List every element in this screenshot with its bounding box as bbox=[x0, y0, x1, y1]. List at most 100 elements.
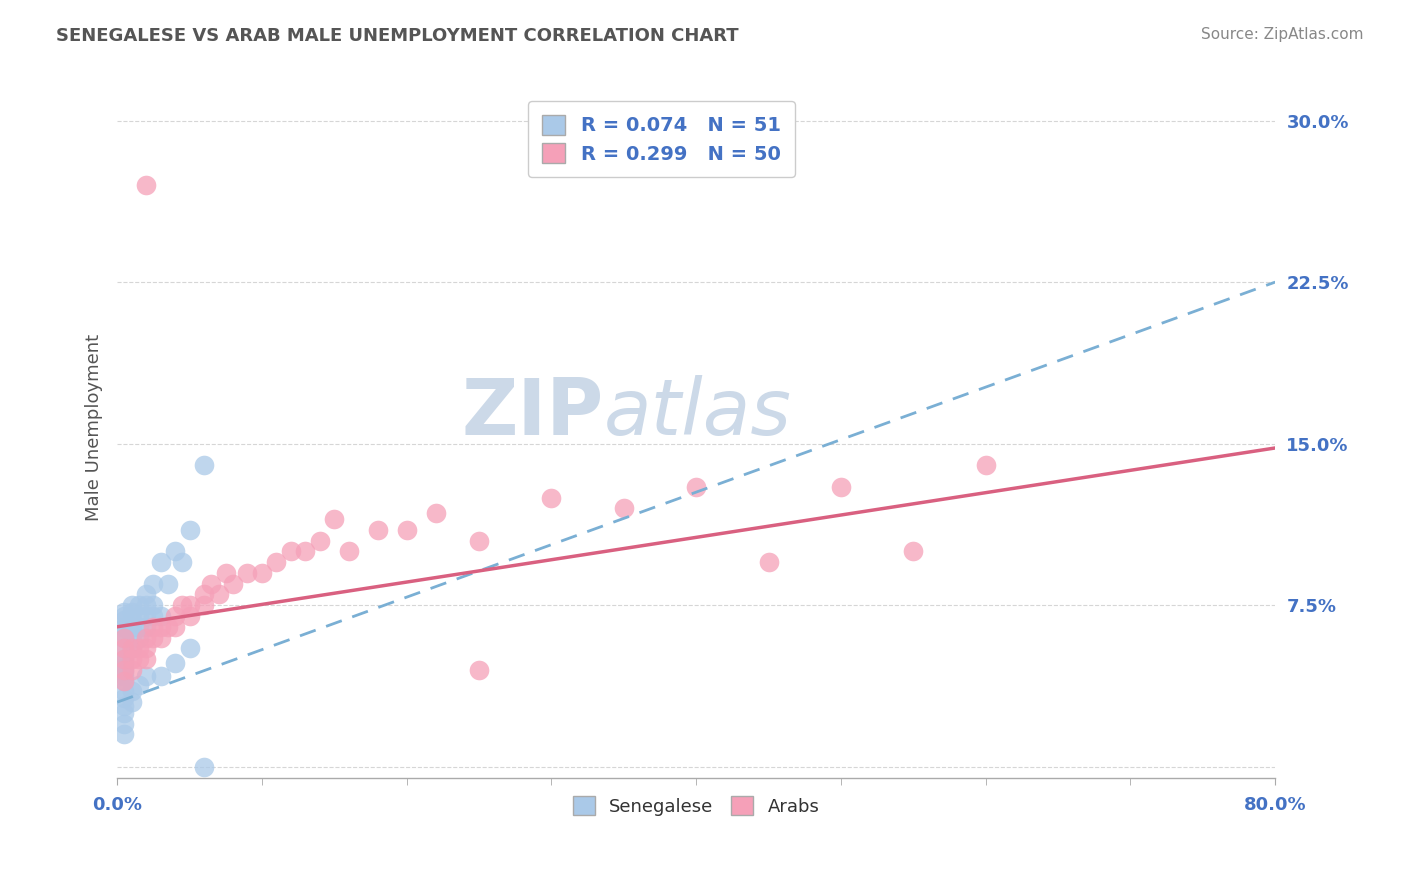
Point bbox=[128, 620, 150, 634]
Point bbox=[112, 690, 135, 705]
Point bbox=[112, 699, 135, 714]
Point bbox=[112, 652, 135, 666]
Point bbox=[112, 631, 135, 645]
Point bbox=[236, 566, 259, 580]
Point bbox=[121, 605, 143, 619]
Point bbox=[121, 695, 143, 709]
Point bbox=[121, 641, 143, 656]
Point bbox=[903, 544, 925, 558]
Point bbox=[193, 760, 215, 774]
Point bbox=[112, 613, 135, 627]
Point bbox=[280, 544, 302, 558]
Point bbox=[121, 684, 143, 698]
Point bbox=[165, 609, 187, 624]
Point bbox=[367, 523, 389, 537]
Point bbox=[266, 555, 288, 569]
Point bbox=[121, 652, 143, 666]
Point bbox=[121, 631, 143, 645]
Point bbox=[112, 626, 135, 640]
Point bbox=[200, 576, 222, 591]
Point bbox=[308, 533, 330, 548]
Point bbox=[112, 684, 135, 698]
Text: Source: ZipAtlas.com: Source: ZipAtlas.com bbox=[1201, 27, 1364, 42]
Point bbox=[112, 652, 135, 666]
Point bbox=[121, 599, 143, 613]
Point bbox=[468, 663, 491, 677]
Point bbox=[758, 555, 780, 569]
Point bbox=[112, 665, 135, 679]
Point bbox=[179, 599, 201, 613]
Point bbox=[149, 609, 172, 624]
Point bbox=[250, 566, 273, 580]
Point bbox=[121, 620, 143, 634]
Point bbox=[425, 506, 447, 520]
Point bbox=[193, 458, 215, 473]
Point bbox=[323, 512, 346, 526]
Point bbox=[172, 599, 194, 613]
Point bbox=[294, 544, 316, 558]
Point bbox=[215, 566, 238, 580]
Text: ZIP: ZIP bbox=[461, 376, 603, 451]
Point bbox=[128, 631, 150, 645]
Text: atlas: atlas bbox=[603, 376, 792, 451]
Point bbox=[179, 641, 201, 656]
Point bbox=[613, 501, 636, 516]
Point bbox=[112, 706, 135, 720]
Point bbox=[112, 727, 135, 741]
Point bbox=[112, 605, 135, 619]
Point bbox=[112, 641, 135, 656]
Point bbox=[337, 544, 360, 558]
Point bbox=[135, 620, 157, 634]
Point bbox=[149, 669, 172, 683]
Point bbox=[165, 620, 187, 634]
Point bbox=[112, 673, 135, 688]
Point bbox=[468, 533, 491, 548]
Point bbox=[112, 716, 135, 731]
Point bbox=[156, 620, 179, 634]
Point bbox=[149, 555, 172, 569]
Point bbox=[112, 631, 135, 645]
Point bbox=[193, 587, 215, 601]
Point bbox=[128, 609, 150, 624]
Point bbox=[112, 641, 135, 656]
Point bbox=[121, 663, 143, 677]
Point bbox=[112, 620, 135, 634]
Point bbox=[135, 609, 157, 624]
Point bbox=[165, 544, 187, 558]
Point bbox=[165, 657, 187, 671]
Point bbox=[135, 669, 157, 683]
Point bbox=[974, 458, 997, 473]
Point bbox=[142, 609, 165, 624]
Point bbox=[112, 609, 135, 624]
Point bbox=[172, 555, 194, 569]
Point bbox=[142, 631, 165, 645]
Point bbox=[121, 641, 143, 656]
Point bbox=[149, 631, 172, 645]
Point bbox=[112, 669, 135, 683]
Point bbox=[112, 663, 135, 677]
Point bbox=[128, 599, 150, 613]
Point bbox=[142, 576, 165, 591]
Point bbox=[193, 599, 215, 613]
Point bbox=[135, 652, 157, 666]
Point bbox=[149, 620, 172, 634]
Point bbox=[142, 620, 165, 634]
Point bbox=[135, 587, 157, 601]
Point bbox=[112, 657, 135, 671]
Point bbox=[222, 576, 245, 591]
Point bbox=[112, 673, 135, 688]
Point bbox=[135, 178, 157, 193]
Point bbox=[121, 613, 143, 627]
Point bbox=[830, 480, 852, 494]
Point bbox=[685, 480, 707, 494]
Point bbox=[135, 641, 157, 656]
Point bbox=[128, 652, 150, 666]
Point bbox=[128, 678, 150, 692]
Point bbox=[135, 599, 157, 613]
Point bbox=[395, 523, 418, 537]
Point bbox=[128, 641, 150, 656]
Point bbox=[540, 491, 562, 505]
Point bbox=[156, 576, 179, 591]
Point bbox=[135, 631, 157, 645]
Point bbox=[207, 587, 229, 601]
